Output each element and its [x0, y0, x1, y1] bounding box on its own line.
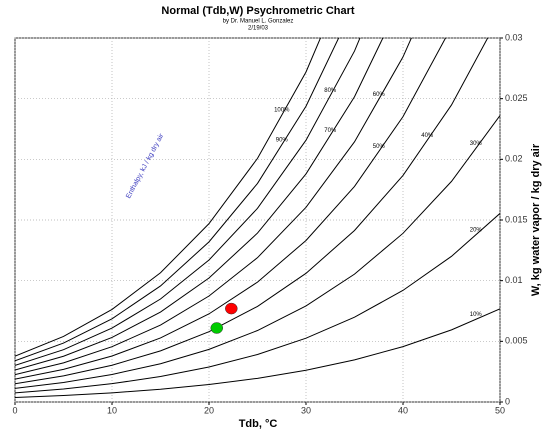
x-tick-label: 0: [12, 405, 17, 415]
curve-label: 90%: [276, 137, 289, 143]
curves: [15, 38, 500, 398]
curve-label: 60%: [373, 92, 386, 98]
rh-curve: [15, 38, 384, 371]
rh-curve: [15, 115, 500, 389]
point: [225, 302, 238, 315]
curve-label: 30%: [470, 141, 483, 147]
curve-label: 70%: [324, 128, 337, 134]
rh-curve: [15, 38, 340, 362]
curve-label: 80%: [324, 88, 337, 94]
x-tick-label: 10: [107, 405, 117, 415]
chart-title: Normal (Tdb,W) Psychrometric Chart: [161, 5, 354, 17]
x-tick-label: 40: [398, 405, 408, 415]
rh-curve: [15, 38, 322, 357]
curve-label: 40%: [421, 133, 434, 139]
x-axis-label: Tdb, °C: [239, 418, 278, 430]
rh-curve: [15, 38, 412, 376]
y-axis-label: W, kg water vapor / kg dry air: [530, 143, 542, 296]
rh-curve: [15, 38, 361, 366]
y-tick-label: 0.005: [505, 336, 528, 346]
point: [210, 322, 224, 334]
y-tick-label: 0.02: [505, 154, 523, 164]
x-tick-label: 30: [301, 405, 311, 415]
y-tick-label: 0.01: [505, 275, 523, 285]
curve-label: 20%: [470, 227, 483, 233]
x-tick-label: 20: [204, 405, 214, 415]
y-tick-label: 0: [505, 396, 510, 406]
y-tick-label: 0.025: [505, 93, 528, 103]
curve-label: 100%: [274, 108, 290, 114]
y-tick-label: 0.015: [505, 214, 528, 224]
x-tick-label: 50: [495, 405, 505, 415]
chart-date: 2/19/03: [248, 26, 269, 32]
rh-curve: [15, 308, 500, 398]
chart-subtitle: by Dr. Manuel L. Gonzalez: [223, 19, 294, 25]
curve-label: 10%: [470, 312, 483, 318]
rh-curve: [15, 38, 447, 380]
y-tick-label: 0.03: [505, 32, 523, 42]
curve-label: 50%: [373, 144, 386, 150]
rh-curve: [15, 213, 500, 394]
rh-curve: [15, 38, 489, 385]
